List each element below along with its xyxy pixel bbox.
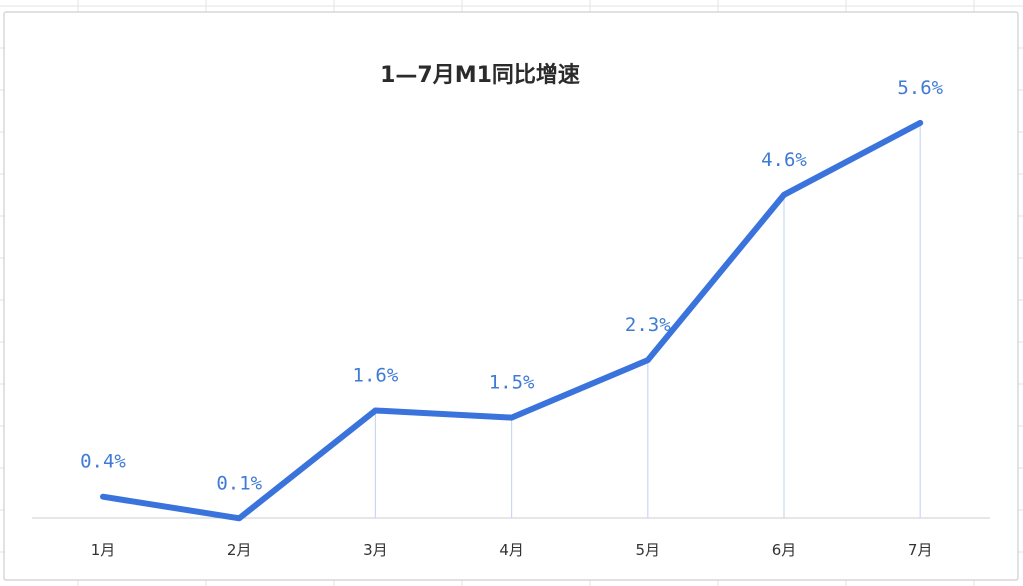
drop-lines bbox=[374, 122, 921, 518]
x-tick-label: 4月 bbox=[499, 541, 524, 559]
x-tick-label: 5月 bbox=[636, 541, 661, 559]
x-axis-tick-labels: 1月 2月 3月 4月 5月 6月 7月 bbox=[91, 541, 933, 559]
chart-title: 1—7月M1同比增速 bbox=[380, 62, 580, 88]
x-tick-label: 1月 bbox=[91, 541, 116, 559]
data-label: 0.1% bbox=[216, 472, 262, 494]
data-label: 0.4% bbox=[80, 451, 126, 473]
chart-area bbox=[3, 11, 1019, 581]
data-label: 5.6% bbox=[897, 77, 943, 99]
x-tick-label: 2月 bbox=[227, 541, 252, 559]
data-label: 1.5% bbox=[489, 372, 535, 394]
data-label: 4.6% bbox=[761, 149, 807, 171]
data-label: 2.3% bbox=[625, 314, 671, 336]
x-tick-label: 7月 bbox=[908, 541, 933, 559]
x-tick-label: 6月 bbox=[772, 541, 797, 559]
data-labels: 0.4% 0.1% 1.6% 1.5% 2.3% 4.6% 5.6% bbox=[80, 77, 944, 494]
x-tick-label: 3月 bbox=[363, 541, 388, 559]
data-label: 1.6% bbox=[353, 364, 399, 386]
series-line bbox=[100, 119, 924, 522]
